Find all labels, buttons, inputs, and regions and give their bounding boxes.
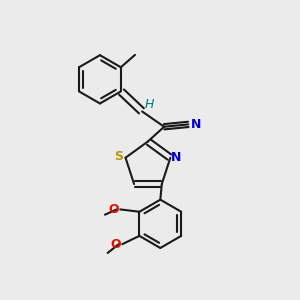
Text: O: O xyxy=(108,202,119,216)
Text: N: N xyxy=(171,151,181,164)
Text: O: O xyxy=(110,238,121,251)
Text: H: H xyxy=(144,98,154,111)
Text: N: N xyxy=(190,118,201,131)
Text: S: S xyxy=(115,150,124,164)
